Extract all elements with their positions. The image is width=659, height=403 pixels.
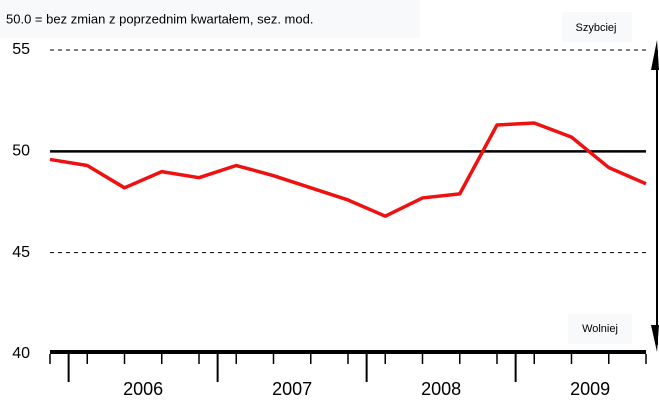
- y-tick-label: 55: [12, 41, 30, 58]
- arrow-up: [651, 40, 659, 70]
- year-label: 2007: [272, 379, 312, 399]
- subtitle-box: [0, 0, 420, 38]
- y-tick-label: 45: [12, 244, 30, 261]
- top-label: Szybciej: [576, 22, 617, 34]
- arrow-down: [651, 325, 659, 352]
- year-label: 2008: [421, 379, 461, 399]
- y-tick-label: 50: [12, 143, 30, 160]
- top-label-box: [562, 12, 632, 42]
- year-label: 2009: [570, 379, 610, 399]
- subtitle: 50.0 = bez zmian z poprzednim kwartałem,…: [6, 11, 313, 26]
- bottom-label: Wolniej: [582, 323, 618, 335]
- year-label: 2006: [123, 379, 163, 399]
- data-line: [49, 121, 647, 218]
- bottom-label-box: [568, 314, 632, 344]
- y-tick-label: 40: [12, 345, 30, 362]
